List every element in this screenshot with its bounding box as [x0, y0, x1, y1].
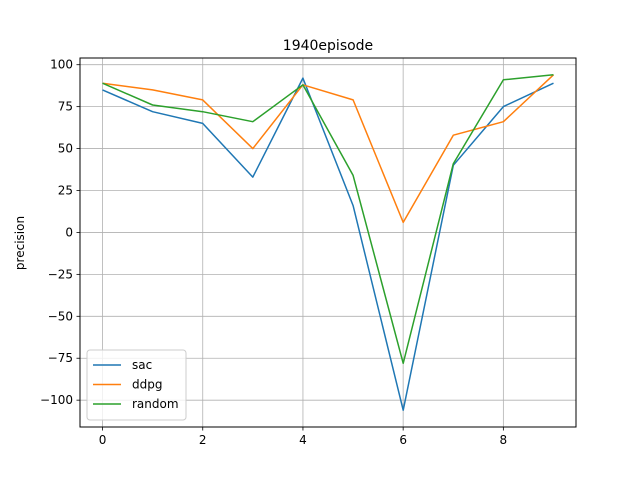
chart-title: 1940episode — [283, 38, 373, 54]
x-tick-label: 2 — [199, 433, 207, 447]
plot-frame — [79, 57, 577, 428]
y-tick-label: 0 — [65, 225, 73, 239]
y-tick-label: 100 — [50, 58, 73, 72]
grid — [80, 58, 576, 427]
x-axis-ticks: 0 2 4 6 8 — [99, 427, 507, 447]
y-tick-label: 50 — [58, 142, 73, 156]
legend-label-sac: sac — [132, 358, 152, 372]
x-tick-label: 8 — [500, 433, 508, 447]
y-tick-label: −25 — [48, 267, 73, 281]
y-tick-label: −75 — [48, 351, 73, 365]
y-tick-label: −100 — [40, 393, 73, 407]
series-line-sac — [102, 77, 554, 411]
y-axis-label: precision — [13, 216, 27, 270]
y-tick-label: 25 — [58, 184, 73, 198]
series-line-random — [102, 74, 554, 365]
legend-box — [86, 349, 187, 421]
legend: sac ddpg random — [86, 349, 187, 421]
x-tick-label: 4 — [299, 433, 307, 447]
y-axis-ticks: 100 75 50 25 0 −25 −50 −75 −100 — [40, 58, 80, 407]
series-lines — [102, 74, 555, 411]
x-tick-label: 6 — [399, 433, 407, 447]
legend-label-ddpg: ddpg — [132, 378, 162, 392]
series-line-ddpg — [102, 74, 555, 224]
y-tick-label: 75 — [58, 100, 73, 114]
y-tick-label: −50 — [48, 309, 73, 323]
x-tick-label: 0 — [99, 433, 107, 447]
legend-label-random: random — [132, 397, 179, 411]
